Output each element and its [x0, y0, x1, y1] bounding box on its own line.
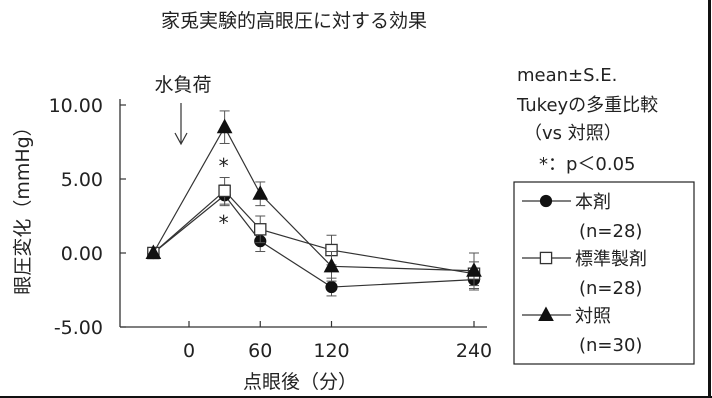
- stats-note: mean±S.E.: [517, 65, 617, 86]
- series-0: [147, 184, 481, 297]
- y-tick-label: 10.00: [49, 95, 103, 117]
- data-point: [253, 223, 267, 236]
- legend-box: [513, 181, 695, 365]
- frame-bottom-border: [0, 396, 712, 398]
- frame-right-border: [708, 0, 711, 398]
- legend-marker: [538, 306, 554, 321]
- axes: 10.00 5.00 0.00 -5.00 0 60 120 240 点眼後（分） 眼圧変化（mm…: [12, 95, 492, 393]
- significance-mark: *: [219, 211, 229, 235]
- x-tick-label: 120: [313, 340, 349, 362]
- series-2: [145, 110, 482, 290]
- stats-note: Tukeyの多重比較: [516, 95, 658, 116]
- series-line: [152, 125, 475, 272]
- data-point: [145, 244, 162, 259]
- legend-marker: [539, 194, 553, 208]
- arrow-head: [174, 132, 188, 146]
- arrow-label: 水負荷: [154, 74, 211, 96]
- legend-label: 標準製剤: [575, 249, 647, 270]
- x-axis-label: 点眼後（分）: [243, 371, 357, 393]
- legend-n: (n=28): [579, 221, 642, 242]
- legend-label: 本剤: [575, 192, 611, 213]
- legend-n: (n=30): [579, 335, 642, 356]
- y-axis-label: 眼圧変化（mmHg）: [12, 117, 34, 294]
- data-point: [218, 184, 231, 198]
- data-point: [216, 118, 233, 134]
- series-layer: [145, 110, 482, 297]
- x-tick-label: 240: [456, 340, 492, 362]
- data-point: [252, 185, 269, 200]
- chart-title: 家兎実験的高眼圧に対する効果: [161, 10, 427, 32]
- stats-note: （vs 対照）: [524, 123, 622, 144]
- y-tick-label: 0.00: [61, 243, 103, 265]
- legend-n: (n=28): [579, 278, 642, 299]
- data-point: [466, 262, 482, 277]
- legend: 本剤 (n=28) 標準製剤 (n=28) 対照 (n=30): [513, 181, 695, 365]
- stats-note: *：p＜0.05: [539, 154, 636, 175]
- series-line: [152, 190, 475, 275]
- y-tick-label: -5.00: [54, 317, 103, 339]
- x-tick-label: 0: [183, 340, 195, 362]
- x-tick-label: 60: [248, 340, 272, 362]
- y-tick-label: 5.00: [61, 169, 103, 191]
- data-point: [325, 280, 338, 294]
- series-line: [152, 194, 475, 288]
- data-point: [323, 257, 340, 273]
- legend-marker: [539, 251, 553, 265]
- legend-label: 対照: [575, 306, 611, 327]
- significance-mark: *: [219, 154, 229, 178]
